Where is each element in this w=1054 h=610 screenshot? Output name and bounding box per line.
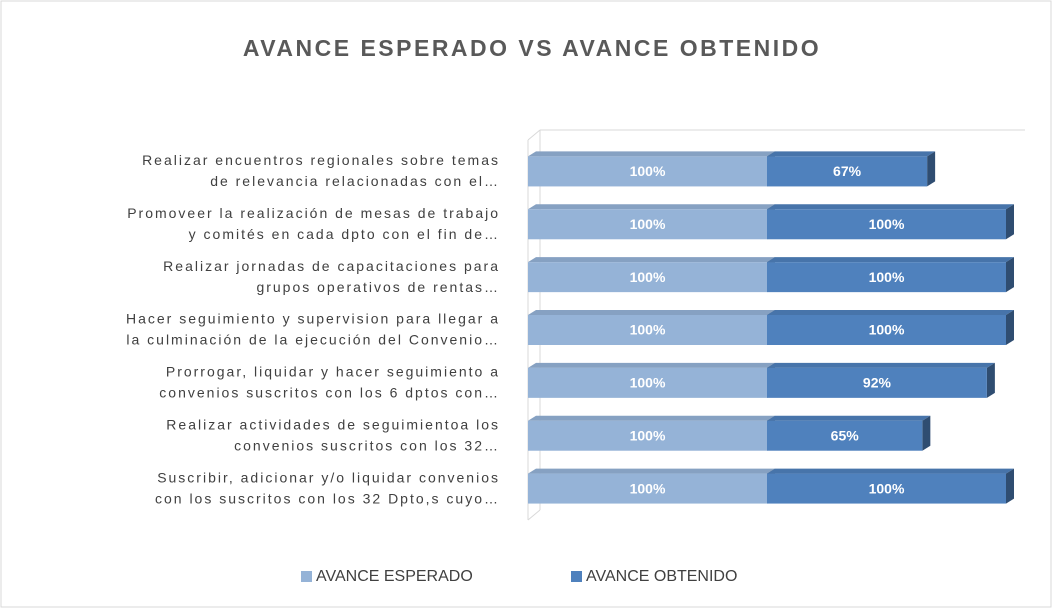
data-label: 100% bbox=[630, 375, 666, 391]
bar-top bbox=[767, 468, 1014, 474]
data-label: 67% bbox=[833, 163, 862, 179]
bar-segment bbox=[767, 151, 936, 187]
bar-top bbox=[528, 362, 775, 368]
bar-segment bbox=[767, 310, 1014, 345]
bar-segment bbox=[528, 151, 775, 187]
bar-segment bbox=[767, 468, 1014, 504]
bar-front bbox=[767, 315, 1006, 345]
bar-segment bbox=[767, 204, 1014, 240]
bar-front bbox=[528, 209, 767, 240]
bar-top bbox=[767, 310, 1014, 315]
data-label: 100% bbox=[630, 163, 666, 179]
bar-segment bbox=[767, 257, 1014, 293]
data-label: 100% bbox=[630, 322, 666, 338]
bar-top bbox=[528, 151, 775, 157]
data-label: 100% bbox=[869, 480, 905, 496]
category-label: con los suscritos con los 32 Dpto,s cuyo… bbox=[155, 490, 500, 506]
bar-side bbox=[1006, 310, 1014, 345]
legend-label: AVANCE ESPERADO bbox=[316, 568, 473, 585]
bar-front bbox=[767, 209, 1006, 240]
category-label: Realizar encuentros regionales sobre tem… bbox=[142, 152, 500, 168]
bar-side bbox=[1006, 257, 1014, 293]
bar-segment bbox=[767, 415, 931, 451]
bar-side bbox=[922, 415, 931, 451]
bar-top bbox=[767, 362, 995, 368]
bar-front bbox=[767, 367, 987, 398]
category-label: la culminación de la ejecución del Conve… bbox=[126, 332, 500, 348]
category-label: Suscribir, adicionar y/o liquidar conven… bbox=[157, 469, 500, 485]
data-label: 65% bbox=[831, 427, 860, 443]
legend-label: AVANCE OBTENIDO bbox=[586, 568, 737, 585]
wall-edge bbox=[527, 129, 541, 141]
bar-front bbox=[528, 156, 767, 187]
bar-front bbox=[528, 420, 767, 451]
category-label: Realizar actividades de seguimientoa los bbox=[166, 416, 500, 432]
bar-front bbox=[528, 473, 767, 504]
bar-segment bbox=[767, 362, 995, 398]
category-label: Promoveer la realización de mesas de tra… bbox=[127, 205, 500, 221]
bar-front bbox=[767, 262, 1006, 293]
bar-front bbox=[528, 315, 767, 345]
bar-top bbox=[767, 151, 936, 157]
bar-top bbox=[528, 415, 775, 421]
floor-edge bbox=[527, 509, 541, 521]
data-label: 100% bbox=[869, 216, 905, 232]
data-label: 100% bbox=[869, 322, 905, 338]
bar-segment bbox=[528, 362, 775, 398]
category-label: convenios suscritos con los 6 dptos con… bbox=[159, 385, 500, 401]
bar-front bbox=[767, 473, 1006, 504]
bar-front bbox=[767, 420, 923, 451]
category-label: convenios suscritos con los 32… bbox=[234, 437, 500, 453]
bar-side bbox=[1006, 468, 1014, 504]
bar-front bbox=[528, 367, 767, 398]
category-label: Realizar jornadas de capacitaciones para bbox=[163, 258, 500, 274]
data-label: 100% bbox=[630, 269, 666, 285]
bar-top bbox=[528, 204, 775, 210]
bar-front bbox=[767, 156, 928, 187]
bar-top bbox=[767, 415, 931, 421]
data-label: 100% bbox=[630, 216, 666, 232]
bar-side bbox=[986, 362, 995, 398]
data-label: 100% bbox=[630, 427, 666, 443]
bar-side bbox=[1006, 204, 1014, 240]
bar-top bbox=[767, 257, 1014, 263]
category-label: y comités en cada dpto con el fin de… bbox=[189, 226, 500, 242]
legend-swatch bbox=[301, 571, 312, 582]
bar-top bbox=[767, 204, 1014, 210]
bar-front bbox=[528, 262, 767, 293]
data-label: 100% bbox=[630, 480, 666, 496]
data-label: 100% bbox=[869, 269, 905, 285]
category-label: Hacer seguimiento y supervision para lle… bbox=[126, 311, 500, 327]
data-label: 92% bbox=[863, 375, 892, 391]
bar-top bbox=[528, 468, 775, 474]
category-label: de relevancia relacionadas con el… bbox=[210, 173, 500, 189]
bar-top bbox=[528, 310, 775, 315]
bar-side bbox=[927, 151, 936, 187]
bar-top bbox=[528, 257, 775, 263]
legend-swatch bbox=[571, 571, 582, 582]
category-label: grupos operativos de rentas… bbox=[256, 279, 500, 295]
category-label: Prorrogar, liquidar y hacer seguimiento … bbox=[166, 364, 500, 380]
chart-title: AVANCE ESPERADO VS AVANCE OBTENIDO bbox=[243, 35, 821, 61]
